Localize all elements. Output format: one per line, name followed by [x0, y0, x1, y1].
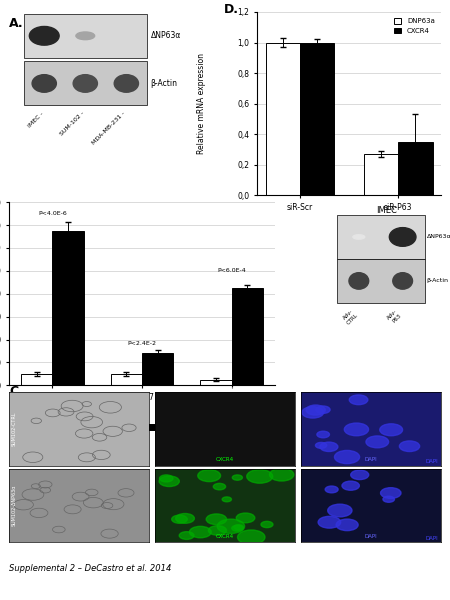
Y-axis label: Relative mRNA expression: Relative mRNA expression [197, 53, 206, 154]
Ellipse shape [114, 74, 139, 92]
Text: P<4.0E-6: P<4.0E-6 [38, 211, 67, 216]
Bar [232, 288, 263, 385]
Circle shape [270, 469, 294, 481]
Bar [398, 142, 432, 195]
Text: IMEC -: IMEC - [27, 111, 44, 128]
Circle shape [336, 519, 358, 530]
Ellipse shape [353, 235, 365, 239]
Circle shape [234, 525, 243, 530]
Text: D.: D. [224, 3, 239, 16]
Circle shape [208, 526, 226, 535]
Text: IMEC: IMEC [376, 206, 396, 215]
Circle shape [325, 486, 338, 493]
Circle shape [302, 407, 324, 418]
Circle shape [328, 504, 352, 517]
Text: SUM102-ΔNP63α: SUM102-ΔNP63α [12, 485, 17, 526]
Circle shape [306, 405, 325, 415]
Circle shape [344, 423, 369, 436]
Circle shape [366, 436, 389, 448]
Text: Adv-
P63: Adv- P63 [387, 308, 403, 325]
Title: DAPI: DAPI [364, 387, 378, 392]
Circle shape [189, 526, 211, 538]
Circle shape [247, 470, 273, 483]
Text: P<2.4E-2: P<2.4E-2 [127, 341, 157, 346]
Legend: DNP63a, CXCR4: DNP63a, CXCR4 [392, 16, 437, 37]
Circle shape [261, 521, 273, 527]
Circle shape [381, 488, 401, 499]
Circle shape [217, 519, 245, 533]
Text: CXCR4: CXCR4 [216, 457, 234, 462]
Bar [142, 353, 173, 385]
Text: ΔNP63α: ΔNP63α [151, 31, 181, 40]
Text: DAPI: DAPI [364, 533, 377, 539]
Circle shape [198, 470, 220, 482]
Circle shape [318, 517, 341, 528]
FancyBboxPatch shape [24, 14, 147, 58]
Circle shape [316, 406, 330, 413]
Ellipse shape [76, 32, 94, 40]
Circle shape [159, 476, 179, 487]
Title: CXCR4: CXCR4 [215, 387, 235, 392]
FancyBboxPatch shape [337, 215, 424, 259]
Circle shape [232, 475, 243, 480]
Text: SUM-102 -: SUM-102 - [59, 111, 86, 137]
Bar [21, 374, 53, 385]
FancyBboxPatch shape [337, 259, 424, 303]
Text: β-Actin: β-Actin [427, 278, 449, 283]
Circle shape [334, 451, 360, 464]
Bar [364, 154, 398, 195]
Circle shape [213, 484, 225, 490]
Circle shape [238, 530, 265, 544]
Circle shape [317, 431, 329, 438]
Ellipse shape [119, 34, 134, 37]
Bar [53, 231, 84, 385]
FancyBboxPatch shape [24, 61, 147, 106]
Ellipse shape [29, 26, 59, 45]
Text: SUM102-CTRL: SUM102-CTRL [12, 412, 17, 446]
Circle shape [179, 532, 194, 539]
Circle shape [232, 525, 243, 531]
Circle shape [342, 481, 360, 490]
Circle shape [380, 424, 403, 436]
Text: A.: A. [9, 17, 23, 31]
Text: Supplemental 2 – DeCastro et al. 2014: Supplemental 2 – DeCastro et al. 2014 [9, 564, 171, 573]
Text: ΔNP63α: ΔNP63α [427, 235, 450, 239]
Circle shape [320, 442, 338, 451]
Bar [300, 43, 334, 195]
Circle shape [206, 514, 227, 524]
Bar [111, 374, 142, 385]
Text: Adv-
CTRL: Adv- CTRL [342, 308, 359, 326]
Bar [200, 380, 232, 385]
Circle shape [176, 514, 194, 523]
Text: MDA-MB-231 -: MDA-MB-231 - [91, 111, 126, 146]
Circle shape [349, 395, 368, 404]
Text: β-Actin: β-Actin [151, 79, 178, 88]
Circle shape [159, 475, 173, 482]
Text: DAPI: DAPI [425, 536, 438, 541]
Circle shape [400, 441, 420, 452]
Text: P<6.0E-4: P<6.0E-4 [217, 268, 246, 273]
Circle shape [172, 515, 187, 523]
Circle shape [351, 470, 369, 479]
Text: DAPI: DAPI [364, 457, 377, 462]
Circle shape [222, 497, 231, 502]
Text: CXCR4: CXCR4 [216, 533, 234, 539]
Text: DAPI: DAPI [425, 460, 438, 464]
Ellipse shape [32, 74, 56, 92]
Ellipse shape [73, 74, 97, 92]
Ellipse shape [389, 227, 416, 247]
Legend: Adv-CTRL, Adv-P63: Adv-CTRL, Adv-P63 [92, 422, 192, 433]
Ellipse shape [349, 272, 369, 289]
Text: C.: C. [9, 385, 23, 398]
Circle shape [236, 513, 255, 523]
Ellipse shape [393, 272, 413, 289]
Circle shape [383, 496, 395, 502]
Bar [266, 43, 300, 195]
Circle shape [315, 442, 327, 448]
